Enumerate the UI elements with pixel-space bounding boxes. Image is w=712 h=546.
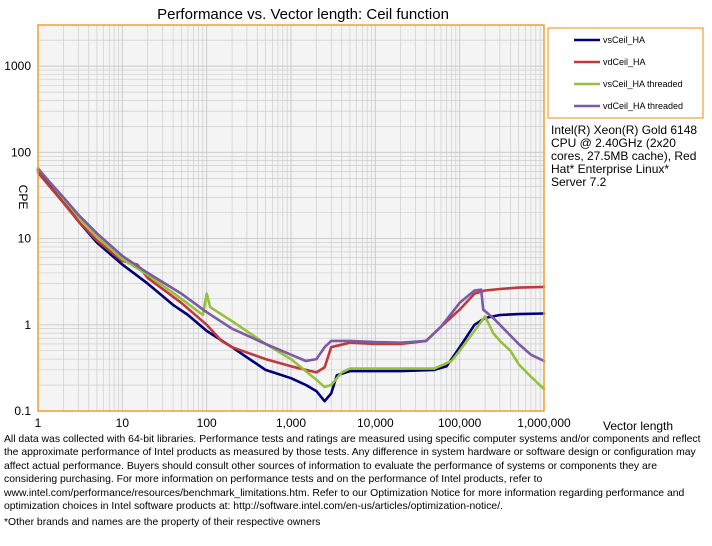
x-tick-label: 1,000,000	[517, 416, 571, 430]
series-line-3	[36, 166, 546, 391]
plot-frame	[37, 24, 545, 412]
x-tick-label: 10	[116, 416, 130, 430]
cpu-config-note: Intel(R) Xeon(R) Gold 6148 CPU @ 2.40GHz…	[551, 123, 698, 189]
y-tick-label: 1	[24, 318, 31, 332]
tick-labels: 1 10 100 1,000 10,000 100,000 1,000,000 0.1 1 10 1…	[4, 59, 571, 430]
chart-title: Performance vs. Vector length: Ceil func…	[157, 6, 449, 23]
y-axis-label: CPE	[16, 185, 30, 210]
series-lines	[36, 166, 546, 403]
x-tick-label: 1	[35, 416, 42, 430]
x-tick-label: 1,000	[276, 416, 306, 430]
y-tick-label: 0.1	[14, 404, 31, 418]
performance-disclaimer: All data was collected with 64-bit libra…	[4, 434, 701, 513]
y-tick-label: 1000	[4, 59, 31, 73]
legend-label: vsCeil_HA threaded	[603, 79, 683, 89]
trademark-footnote: *Other brands and names are the property…	[4, 517, 321, 528]
legend-label: vdCeil_HA	[603, 57, 646, 67]
x-axis-label: Vector length	[603, 419, 673, 433]
series-line-1	[36, 169, 546, 403]
legend: vsCeil_HA vdCeil_HA vsCeil_HA threaded vdCe…	[574, 35, 683, 111]
x-tick-label: 100	[197, 416, 217, 430]
legend-label: vsCeil_HA	[603, 35, 645, 45]
series-line-4	[36, 167, 546, 363]
x-tick-label: 100,000	[438, 416, 482, 430]
legend-label: vdCeil_HA threaded	[603, 101, 683, 111]
x-tick-label: 10,000	[357, 416, 394, 430]
y-tick-label: 10	[18, 232, 32, 246]
y-tick-label: 100	[11, 145, 31, 159]
legend-box	[547, 27, 704, 119]
